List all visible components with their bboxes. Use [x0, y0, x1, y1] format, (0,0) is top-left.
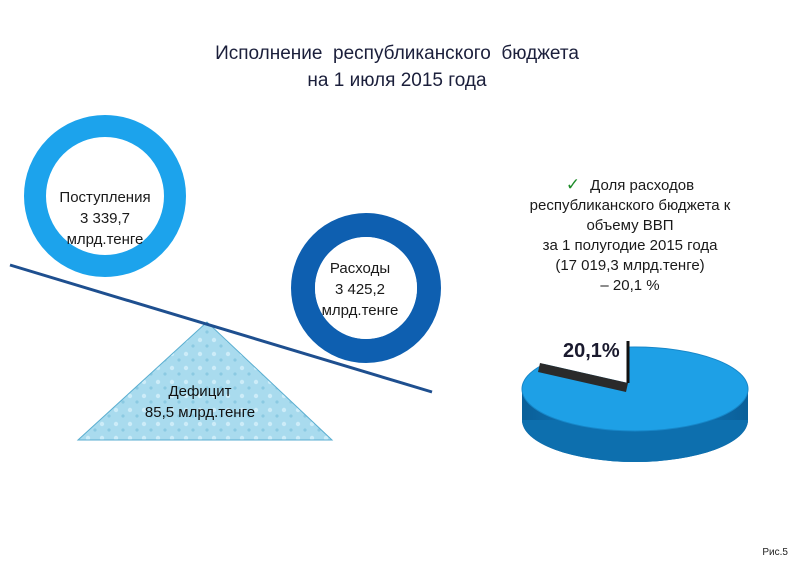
- share-line-6: – 20,1 %: [600, 277, 660, 294]
- deficit-line-1: Дефицит: [168, 383, 232, 400]
- figure-label: Рис.5: [762, 547, 788, 558]
- pie-slice-edge: [538, 363, 628, 392]
- expense-ring: [291, 213, 441, 363]
- share-line-4: за 1 полугодие 2015 года: [542, 237, 718, 254]
- page-title: Исполнение республиканского бюджета на 1…: [0, 40, 794, 94]
- gdp-share-text: ✓ Доля расходов республиканского бюджета …: [495, 175, 765, 296]
- expense-unit: млрд.тенге: [321, 302, 399, 319]
- share-line-3: объему ВВП: [586, 217, 674, 234]
- share-line-5: (17 019,3 млрд.тенге): [555, 257, 705, 274]
- pie-share-slice: [540, 341, 628, 383]
- revenue-ring: [24, 115, 186, 277]
- expense-label: Расходы 3 425,2 млрд.тенге: [300, 258, 420, 321]
- check-icon: ✓: [565, 175, 581, 194]
- revenue-ring-center: [47, 138, 163, 254]
- pie-chart: [521, 341, 749, 462]
- revenue-line-1: Поступления: [59, 189, 151, 206]
- deficit-label: Дефицит 85,5 млрд.тенге: [115, 381, 285, 423]
- expense-value: 3 425,2: [334, 281, 386, 298]
- title-line-2: на 1 июля 2015 года: [307, 70, 487, 91]
- expense-line-1: Расходы: [329, 260, 391, 277]
- revenue-unit: млрд.тенге: [66, 231, 144, 248]
- share-line-1: Доля расходов: [590, 177, 695, 194]
- revenue-label: Поступления 3 339,7 млрд.тенге: [40, 187, 170, 250]
- share-line-2: республиканского бюджета к: [529, 197, 731, 214]
- revenue-value: 3 339,7: [79, 210, 131, 227]
- pie-percent-label: 20,1%: [563, 340, 620, 362]
- deficit-value: 85,5 млрд.тенге: [144, 404, 256, 421]
- title-line-1: Исполнение республиканского бюджета: [215, 43, 579, 64]
- balance-beam: [9, 263, 433, 394]
- expense-ring-center: [315, 237, 417, 339]
- deficit-triangle: [76, 321, 334, 441]
